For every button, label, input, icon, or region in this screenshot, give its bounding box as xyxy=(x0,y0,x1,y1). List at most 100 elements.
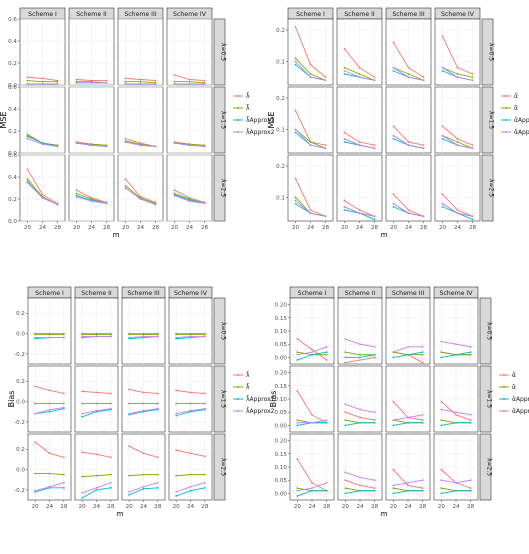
data-point xyxy=(392,468,395,471)
data-point xyxy=(75,78,78,81)
data-point xyxy=(124,178,127,181)
facet-strip-label: Scheme IV xyxy=(441,11,475,18)
legend-label: α̂Approx1 xyxy=(514,117,529,124)
panel: 20 24 28 xyxy=(336,154,383,231)
data-point xyxy=(344,492,347,495)
data-point xyxy=(62,486,65,489)
panel xyxy=(19,86,66,154)
data-point xyxy=(203,402,206,405)
data-point xyxy=(34,402,37,405)
panel xyxy=(121,297,166,365)
panel xyxy=(385,365,431,433)
data-point xyxy=(56,203,59,206)
y-tick-label: 0.1 xyxy=(276,127,285,133)
data-point xyxy=(175,402,178,405)
data-point xyxy=(142,473,145,476)
data-point xyxy=(358,73,361,75)
data-point xyxy=(422,215,425,218)
data-point xyxy=(41,193,44,196)
data-point xyxy=(407,76,410,79)
y-tick-label: 0.15 xyxy=(275,384,288,390)
y-tick-label: 0.10 xyxy=(275,465,288,471)
data-point xyxy=(358,209,361,211)
data-point xyxy=(441,193,444,196)
data-point xyxy=(358,141,361,143)
x-tick-label: 24 xyxy=(454,225,462,231)
legend-label: α̂Approx2 xyxy=(512,408,529,415)
legend-label: λ̃ xyxy=(246,384,250,391)
x-tick-label: 20 xyxy=(342,504,350,510)
data-point xyxy=(421,489,424,492)
legend-key-point xyxy=(503,386,505,388)
data-point xyxy=(471,215,474,218)
data-point xyxy=(156,456,159,459)
y-tick-label: 0.1 xyxy=(276,195,285,201)
data-point xyxy=(26,79,29,82)
data-point xyxy=(440,400,443,403)
data-point xyxy=(359,356,361,359)
y-tick-label: 0.2 xyxy=(276,96,285,102)
data-point xyxy=(373,489,376,492)
data-point xyxy=(325,353,328,356)
data-point xyxy=(392,205,395,208)
data-point xyxy=(392,125,395,128)
data-point xyxy=(156,335,159,338)
y-tick-label: 0.4 xyxy=(8,39,17,45)
y-tick-label: 0.00 xyxy=(275,423,288,429)
y-tick-label: 0.00 xyxy=(275,491,288,497)
data-point xyxy=(90,81,93,84)
data-point xyxy=(154,83,157,85)
data-point xyxy=(109,392,112,395)
panel xyxy=(68,18,115,86)
data-point xyxy=(175,474,178,477)
facet-strip-row xyxy=(479,297,492,365)
data-point xyxy=(128,474,131,477)
data-point xyxy=(421,487,424,490)
y-tick-label: 0.0 xyxy=(8,151,17,157)
y-tick-label: 0.20 xyxy=(275,439,288,445)
x-tick-label: 24 xyxy=(356,225,364,231)
data-point xyxy=(469,419,472,422)
data-point xyxy=(48,408,51,411)
y-axis-label: Bias xyxy=(269,391,278,408)
data-point xyxy=(392,400,395,403)
facet-strip-label: Scheme II xyxy=(81,290,112,297)
facet-strip-label: Scheme I xyxy=(296,11,325,18)
data-point xyxy=(81,497,84,499)
data-point xyxy=(392,137,395,140)
data-point xyxy=(455,411,457,414)
data-point xyxy=(311,481,313,484)
data-point xyxy=(124,184,127,187)
data-point xyxy=(456,73,459,75)
y-tick-label: 0.0 xyxy=(16,332,25,338)
data-point xyxy=(142,409,145,412)
data-point xyxy=(469,489,472,492)
data-point xyxy=(154,203,157,206)
data-point xyxy=(124,80,127,83)
data-point xyxy=(128,490,131,493)
data-point xyxy=(81,412,84,415)
panel xyxy=(434,18,481,86)
data-point xyxy=(343,69,346,72)
data-point xyxy=(343,141,346,143)
data-point xyxy=(48,333,51,336)
data-point xyxy=(109,473,112,476)
data-point xyxy=(128,388,131,391)
data-point xyxy=(373,411,376,414)
data-point xyxy=(343,73,346,75)
data-point xyxy=(175,412,178,415)
data-point xyxy=(128,336,131,339)
data-point xyxy=(203,481,206,484)
data-point xyxy=(407,421,409,424)
facet-strip-label: Scheme II xyxy=(76,11,107,18)
data-point xyxy=(41,80,44,83)
data-point xyxy=(124,83,127,85)
data-point xyxy=(56,83,59,85)
facet-strip-row xyxy=(213,433,226,501)
data-point xyxy=(142,402,145,405)
data-point xyxy=(189,335,192,338)
data-point xyxy=(325,481,328,484)
data-point xyxy=(81,333,84,336)
data-point xyxy=(373,215,376,218)
data-point xyxy=(294,199,297,202)
